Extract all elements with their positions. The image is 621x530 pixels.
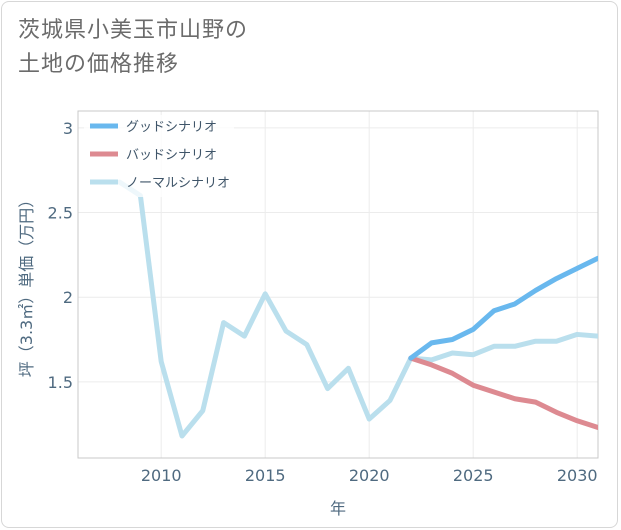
x-tick-label: 2015 xyxy=(245,466,286,485)
y-axis-title: 坪（3.3㎡）単価（万円） xyxy=(17,192,36,377)
legend-label: ノーマルシナリオ xyxy=(126,176,230,191)
chart-title-line-1: 茨城県小美玉市山野の xyxy=(18,18,249,43)
x-tick-label: 2020 xyxy=(349,466,390,485)
y-tick-label: 1.5 xyxy=(48,373,73,392)
series-layer xyxy=(117,179,598,439)
legend-label: グッドシナリオ xyxy=(126,120,217,135)
x-axis-title: 年 xyxy=(330,499,346,518)
y-tick-label: 2.5 xyxy=(48,204,73,223)
x-tick-label: 2025 xyxy=(453,466,494,485)
chart-title-line-2: 土地の価格推移 xyxy=(18,52,180,77)
series-line-0 xyxy=(408,255,598,361)
grid-layer xyxy=(78,111,598,458)
tick-label-layer: 2010 2015 2020 2025 2030 1.5 2 2.5 3 xyxy=(48,119,598,485)
series-line-2 xyxy=(117,179,598,439)
series-line-1 xyxy=(408,355,598,431)
x-tick-label: 2030 xyxy=(557,466,598,485)
x-tick-label: 2010 xyxy=(141,466,182,485)
y-tick-label: 3 xyxy=(63,119,73,138)
y-tick-label: 2 xyxy=(63,288,73,307)
chart-title: 茨城県小美玉市山野の 土地の価格推移 xyxy=(18,14,248,82)
legend-label: バッドシナリオ xyxy=(126,148,217,163)
plot-area-frame xyxy=(77,110,599,459)
